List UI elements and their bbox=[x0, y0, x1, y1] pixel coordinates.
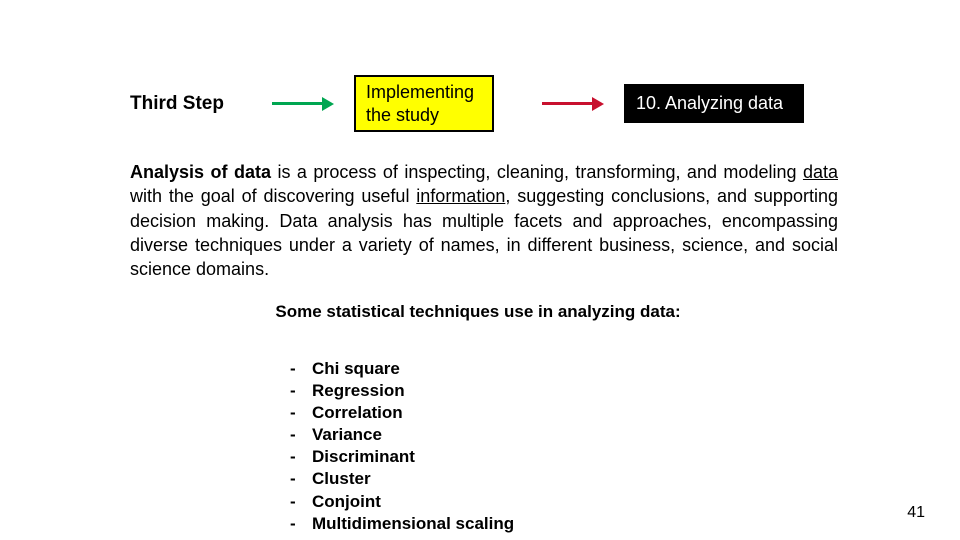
subheading: Some statistical techniques use in analy… bbox=[258, 302, 698, 322]
list-item: -Cluster bbox=[290, 468, 514, 490]
para-seg2: with the goal of discovering useful bbox=[130, 186, 416, 206]
list-item-label: Cluster bbox=[312, 468, 371, 490]
list-dash: - bbox=[290, 468, 312, 490]
para-seg1: is a process of inspecting, cleaning, tr… bbox=[271, 162, 803, 182]
list-item-label: Variance bbox=[312, 424, 382, 446]
list-item: -Conjoint bbox=[290, 491, 514, 513]
list-dash: - bbox=[290, 402, 312, 424]
list-item-label: Regression bbox=[312, 380, 405, 402]
arrow-2-line bbox=[542, 102, 592, 105]
arrow-1-head bbox=[322, 97, 334, 111]
list-item: -Regression bbox=[290, 380, 514, 402]
list-item: -Variance bbox=[290, 424, 514, 446]
arrow-2-head bbox=[592, 97, 604, 111]
para-u2: information bbox=[416, 186, 505, 206]
step-label: Third Step bbox=[130, 93, 224, 115]
header-row: Third Step Implementing the study 10. An… bbox=[130, 75, 870, 132]
box-analyzing: 10. Analyzing data bbox=[624, 84, 804, 123]
list-dash: - bbox=[290, 380, 312, 402]
page-number: 41 bbox=[907, 504, 925, 522]
list-item: -Discriminant bbox=[290, 446, 514, 468]
list-dash: - bbox=[290, 424, 312, 446]
arrow-2 bbox=[542, 97, 604, 111]
para-lead: Analysis of data bbox=[130, 162, 271, 182]
list-dash: - bbox=[290, 491, 312, 513]
list-item-label: Correlation bbox=[312, 402, 403, 424]
box-implementing: Implementing the study bbox=[354, 75, 494, 132]
list-dash: - bbox=[290, 358, 312, 380]
list-item: -Chi square bbox=[290, 358, 514, 380]
list-item: -Correlation bbox=[290, 402, 514, 424]
arrow-1-line bbox=[272, 102, 322, 105]
arrow-1 bbox=[272, 97, 334, 111]
list-dash: - bbox=[290, 446, 312, 468]
technique-list: -Chi square-Regression-Correlation-Varia… bbox=[290, 358, 514, 535]
list-item-label: Discriminant bbox=[312, 446, 415, 468]
list-dash: - bbox=[290, 513, 312, 535]
list-item-label: Multidimensional scaling bbox=[312, 513, 514, 535]
para-u1: data bbox=[803, 162, 838, 182]
list-item-label: Chi square bbox=[312, 358, 400, 380]
list-item: -Multidimensional scaling bbox=[290, 513, 514, 535]
list-item-label: Conjoint bbox=[312, 491, 381, 513]
body-paragraph: Analysis of data is a process of inspect… bbox=[130, 160, 838, 281]
